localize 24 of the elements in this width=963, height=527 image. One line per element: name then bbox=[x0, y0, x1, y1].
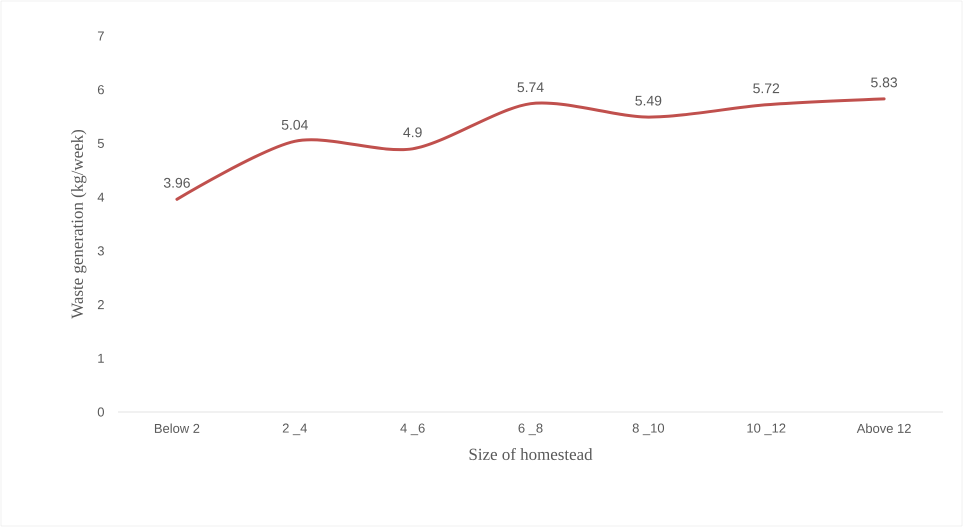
data-label: 5.72 bbox=[753, 83, 780, 94]
y-tick-label: 1 bbox=[98, 354, 104, 363]
data-label: 3.96 bbox=[164, 178, 190, 188]
y-tick-label: 0 bbox=[98, 407, 104, 417]
x-tick-label: 6 _8 bbox=[518, 424, 543, 436]
data-label: 5.04 bbox=[282, 120, 308, 130]
y-tick-label: 4 bbox=[98, 192, 104, 202]
y-tick-label: 3 bbox=[98, 246, 104, 256]
data-label: 4.9 bbox=[403, 127, 422, 138]
data-label: 5.74 bbox=[517, 82, 544, 92]
x-tick-label: 4 _6 bbox=[400, 424, 425, 436]
y-tick-label: 6 bbox=[98, 85, 104, 94]
x-axis-title: Size of homestead bbox=[470, 448, 592, 460]
y-tick-label: 5 bbox=[98, 138, 104, 148]
y-tick-label: 2 bbox=[98, 300, 104, 310]
x-tick-label: 10 _12 bbox=[747, 424, 786, 436]
x-tick-label: 2 _4 bbox=[282, 424, 307, 436]
data-label: 5.83 bbox=[871, 77, 898, 88]
x-tick-label: Above 12 bbox=[856, 424, 911, 434]
y-tick-label: 7 bbox=[98, 32, 104, 40]
y-axis-title: Waste generation (kg/week) bbox=[71, 130, 86, 319]
data-label: 5.49 bbox=[635, 96, 662, 106]
x-tick-label: 8 _10 bbox=[632, 424, 664, 436]
x-tick-label: Below 2 bbox=[154, 424, 200, 434]
